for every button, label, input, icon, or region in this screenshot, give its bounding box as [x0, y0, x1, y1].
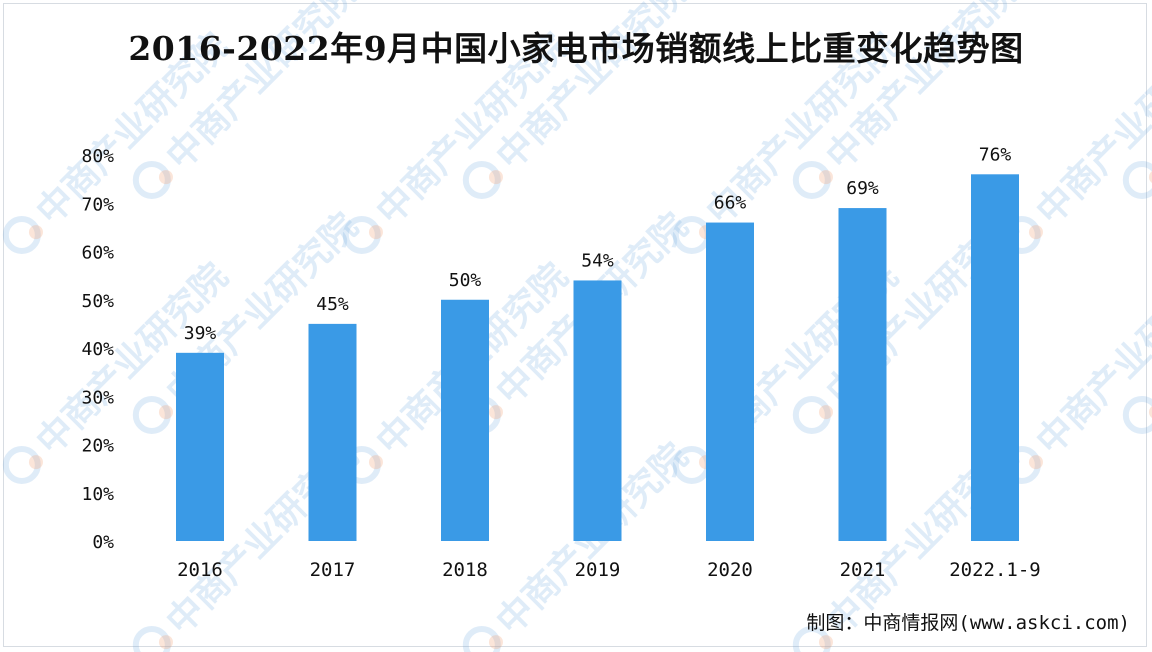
y-tick-label: 40% [81, 339, 114, 360]
bar-2018 [441, 299, 489, 541]
x-tick-label: 2020 [707, 559, 753, 581]
bar-2020 [706, 222, 754, 542]
data-label: 76% [979, 144, 1012, 165]
bar-2022.1-9 [971, 174, 1019, 542]
data-label: 54% [581, 250, 614, 271]
y-tick-label: 20% [81, 436, 114, 457]
bar-2021 [838, 208, 887, 541]
y-tick-label: 30% [81, 387, 114, 408]
data-label: 69% [846, 178, 879, 199]
y-tick-label: 60% [81, 243, 114, 264]
y-tick-label: 10% [81, 484, 114, 505]
source-credit: 制图：中商情报网(www.askci.com) [806, 612, 1130, 634]
y-tick-label: 0% [92, 532, 114, 553]
chart-frame [3, 3, 1147, 647]
y-tick-label: 70% [81, 194, 114, 215]
chart-title: 2016-2022年9月中国小家电市场销额线上比重变化趋势图 [128, 29, 1024, 68]
data-label: 66% [714, 193, 747, 214]
y-tick-label: 50% [81, 291, 114, 312]
data-label: 39% [184, 323, 217, 344]
bar-2017 [308, 323, 357, 541]
x-tick-label: 2017 [310, 559, 356, 581]
x-tick-label: 2022.1-9 [949, 559, 1041, 581]
x-tick-label: 2019 [575, 559, 621, 581]
bar-2019 [573, 280, 622, 541]
x-tick-label: 2016 [177, 559, 223, 581]
data-label: 45% [316, 294, 349, 315]
data-label: 50% [449, 270, 482, 291]
y-tick-label: 80% [81, 146, 114, 167]
bar-2016 [176, 352, 224, 541]
x-tick-label: 2018 [442, 559, 488, 581]
x-tick-label: 2021 [840, 559, 886, 581]
